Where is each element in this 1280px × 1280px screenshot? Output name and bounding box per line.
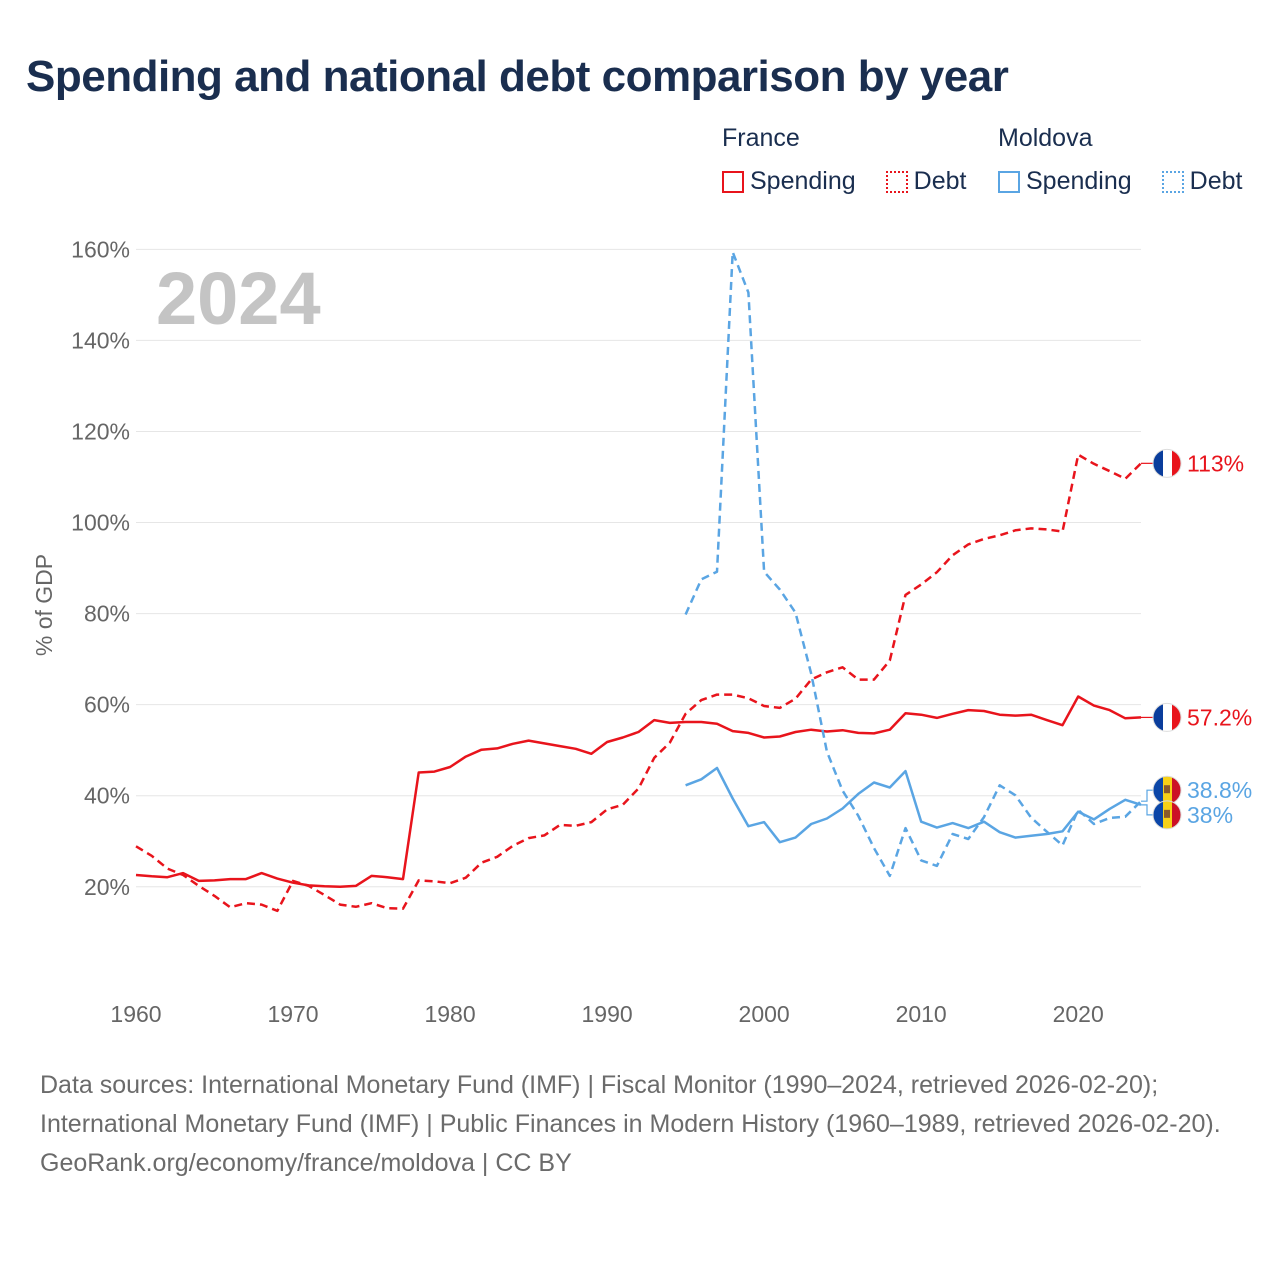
y-tick-label: 60% xyxy=(84,692,130,718)
legend-moldova-spending[interactable]: Spending xyxy=(998,167,1132,196)
end-value-label: 38.8% xyxy=(1187,777,1252,803)
x-tick-label: 1970 xyxy=(267,1001,318,1027)
x-tick-label: 2000 xyxy=(739,1001,790,1027)
series-lines xyxy=(135,250,1142,913)
y-axis: 20% 40% 60% 80% 100% 120% 140% 160% xyxy=(71,236,130,899)
series-line-france-spending xyxy=(135,695,1142,889)
data-sources: Data sources: International Monetary Fun… xyxy=(40,1071,1221,1138)
end-value-label: 38% xyxy=(1187,802,1233,828)
y-tick-label: 40% xyxy=(84,783,130,809)
legend-moldova-debt[interactable]: Debt xyxy=(1161,167,1243,196)
legend-france-label: France xyxy=(722,124,800,152)
legend-moldova: Moldova Spending Debt xyxy=(998,124,1242,196)
x-tick-label: 2010 xyxy=(896,1001,947,1027)
y-tick-label: 100% xyxy=(71,510,130,536)
series-line-moldova-spending xyxy=(685,766,1142,844)
line-chart: 20% 40% 60% 80% 100% 120% 140% 160% 1960 1970 198… xyxy=(31,236,1252,1027)
y-tick-label: 120% xyxy=(71,418,130,444)
x-tick-label: 1980 xyxy=(424,1001,475,1027)
legend-france-spending[interactable]: Spending xyxy=(722,167,856,196)
credit-line: GeoRank.org/economy/france/moldova | CC … xyxy=(40,1149,572,1177)
legend-moldova-debt-label: Debt xyxy=(1189,167,1243,195)
x-axis: 1960 1970 1980 1990 2000 2010 2020 xyxy=(110,1001,1103,1027)
legend-moldova-spending-label: Spending xyxy=(1026,167,1132,195)
solid-swatch-icon xyxy=(998,170,1020,193)
dotted-swatch-icon xyxy=(1161,170,1184,193)
series-line-moldova-debt xyxy=(684,250,1142,878)
moldova-flag-icon xyxy=(1152,800,1182,830)
y-axis-title: % of GDP xyxy=(31,554,57,656)
label-connector xyxy=(1141,804,1153,816)
y-tick-label: 80% xyxy=(84,601,130,627)
end-value-label: 57.2% xyxy=(1187,704,1252,730)
france-flag-icon xyxy=(1152,448,1182,478)
legend-france-debt[interactable]: Debt xyxy=(885,167,967,196)
x-tick-label: 2020 xyxy=(1053,1001,1104,1027)
y-tick-label: 20% xyxy=(84,874,130,900)
y-tick-label: 160% xyxy=(71,236,130,262)
x-tick-label: 1960 xyxy=(110,1001,161,1027)
end-value-label: 113% xyxy=(1187,450,1244,476)
footer: Data sources: International Monetary Fun… xyxy=(40,1066,1240,1183)
year-label: 2024 xyxy=(156,257,321,340)
y-tick-label: 140% xyxy=(71,327,130,353)
legend-moldova-label: Moldova xyxy=(998,124,1093,152)
chart-title: Spending and national debt comparison by… xyxy=(26,52,1009,101)
legend-france-spending-label: Spending xyxy=(750,167,856,195)
end-labels: 113% 57.2% 38.8%38% xyxy=(1141,448,1252,830)
label-connector xyxy=(1141,789,1153,802)
grid-lines xyxy=(136,248,1141,888)
moldova-flag-icon xyxy=(1152,775,1182,805)
solid-swatch-icon xyxy=(722,170,744,193)
legend-france-debt-label: Debt xyxy=(913,167,967,195)
legend-france: France Spending Debt xyxy=(722,124,966,196)
dotted-swatch-icon xyxy=(885,170,908,193)
series-line-france-debt xyxy=(135,453,1142,913)
x-tick-label: 1990 xyxy=(582,1001,633,1027)
france-flag-icon xyxy=(1152,702,1182,732)
